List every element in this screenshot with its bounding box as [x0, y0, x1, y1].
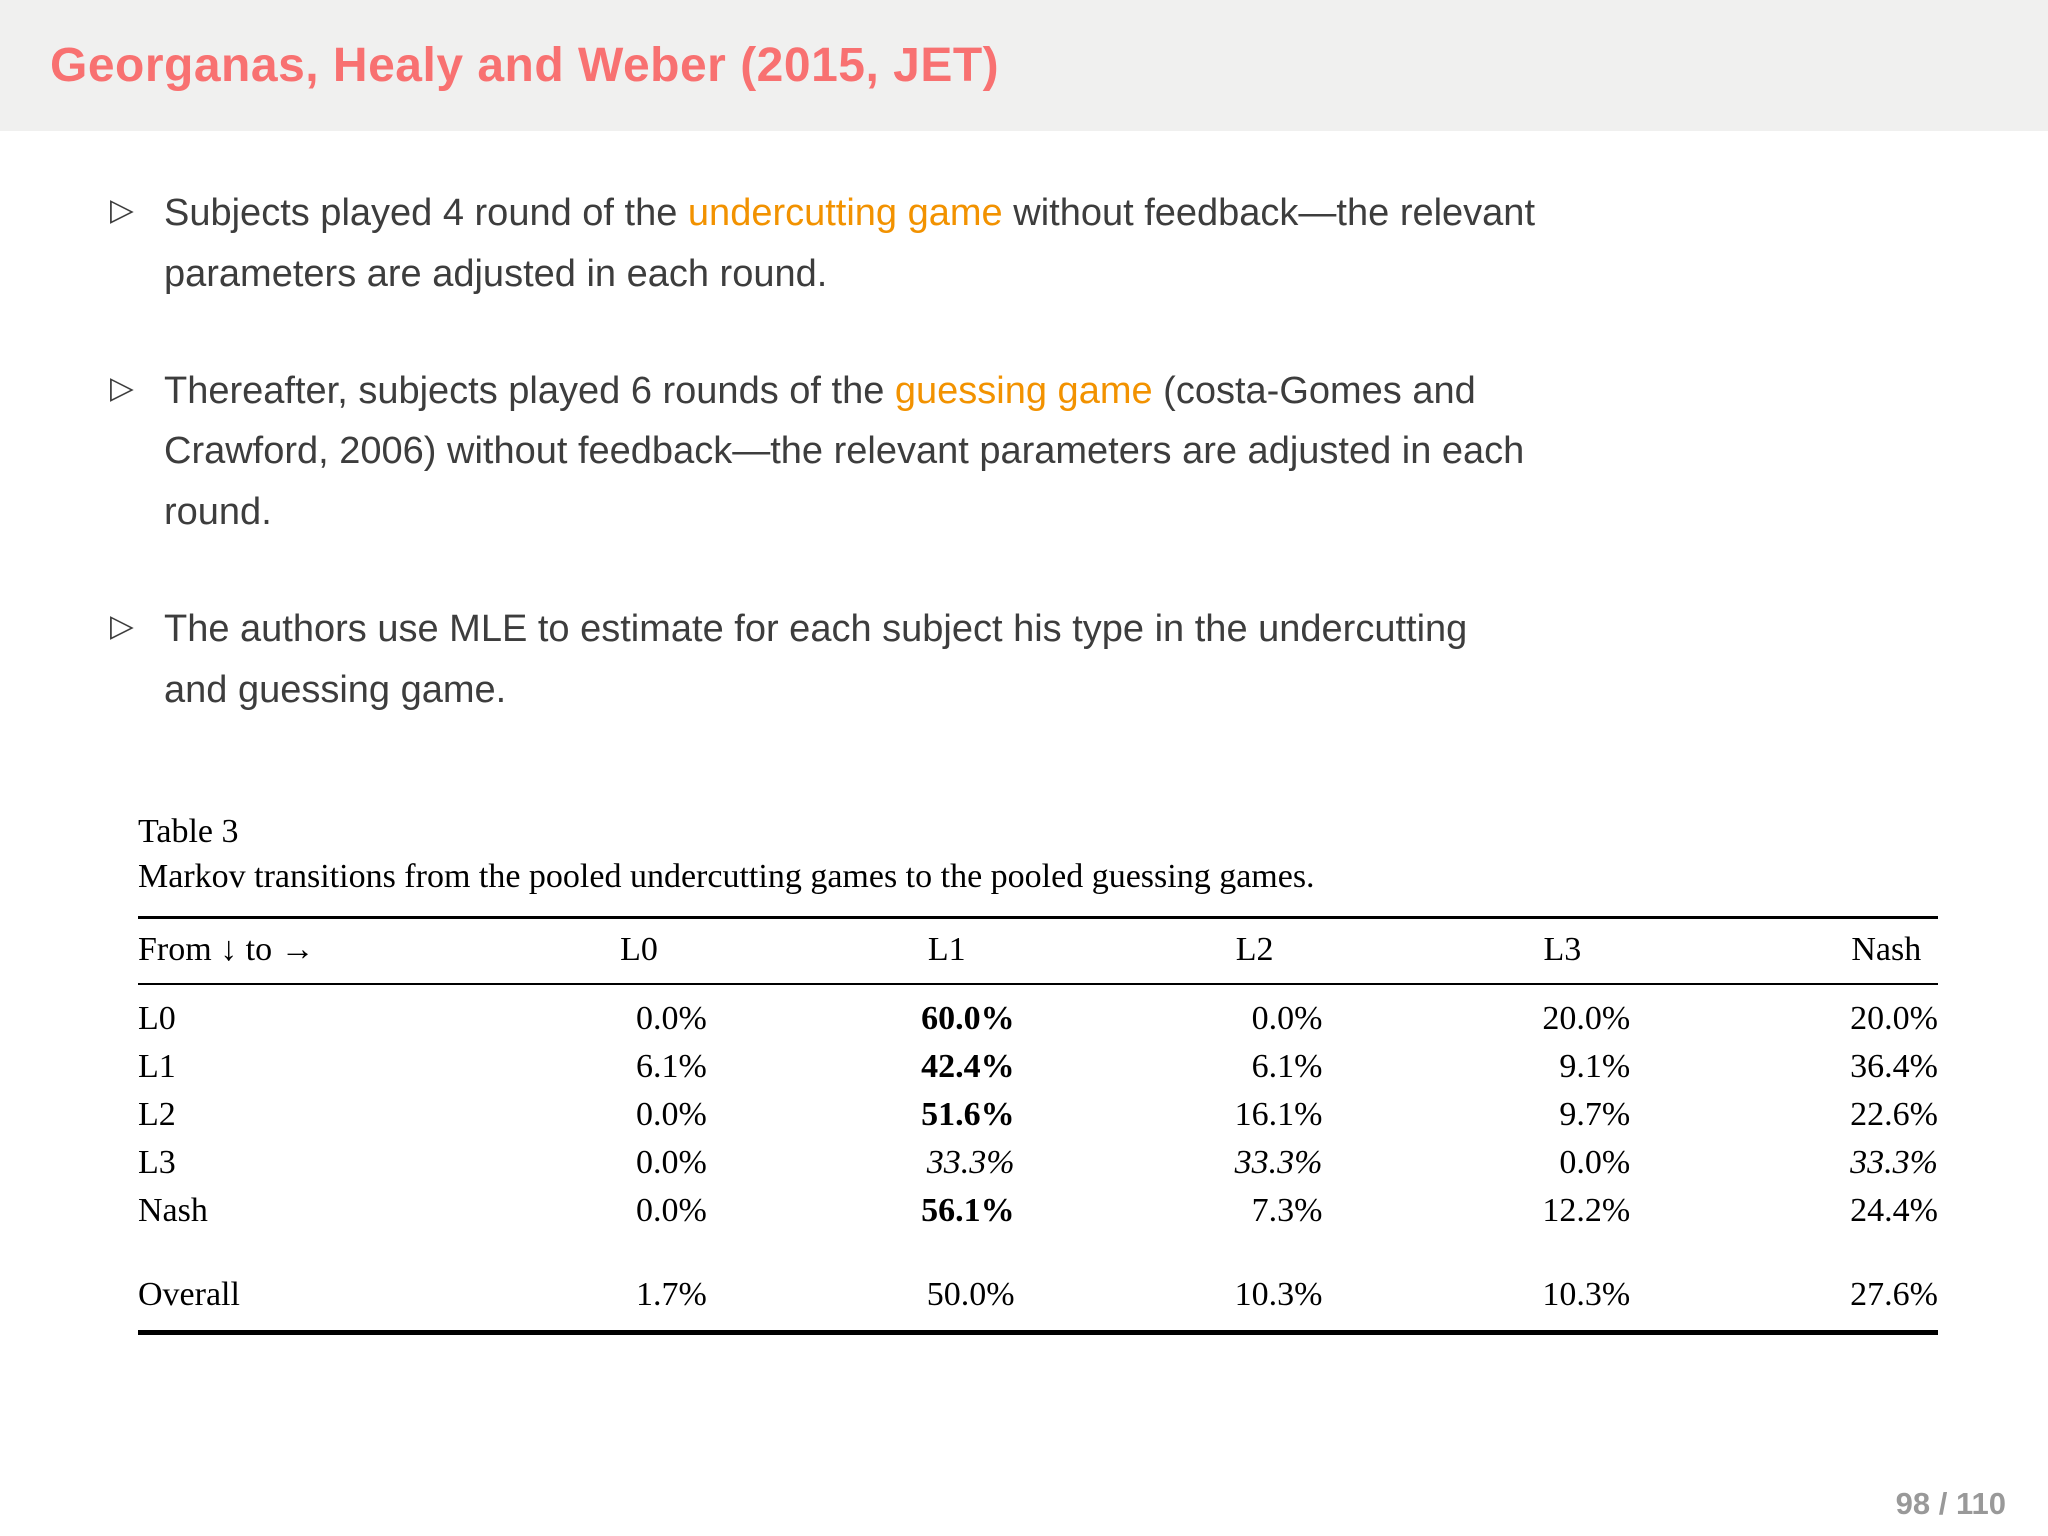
slide-title-bar: Georganas, Healy and Weber (2015, JET) [0, 0, 2048, 131]
cell-value: 10.3% [1542, 1276, 1631, 1314]
triangle-bullet-icon: ▷ [110, 607, 134, 644]
triangle-bullet-icon: ▷ [110, 369, 134, 406]
table-caption: Markov transitions from the pooled under… [138, 858, 1315, 896]
bullet-text: Thereafter, subjects played 6 rounds of … [148, 361, 1540, 543]
highlighted-term: undercutting game [687, 192, 1003, 234]
text-segment: Subjects played 4 round of the [164, 192, 688, 234]
cell-value: 20.0% [1850, 1000, 1938, 1038]
row-label: L1 [138, 1048, 176, 1086]
cell-value: 9.1% [1559, 1048, 1631, 1086]
cell-value: 0.0% [635, 1096, 707, 1134]
text-segment: The authors use MLE to estimate for each… [164, 607, 1468, 711]
bullet-text: The authors use MLE to estimate for each… [148, 599, 1540, 721]
bullet-text: Subjects played 4 round of the undercutt… [148, 183, 1540, 305]
table-row-l2: L2 0.0% 51.6% 16.1% 9.7% 22.6% [138, 1091, 1938, 1139]
row-label: Overall [138, 1276, 240, 1314]
row-label: L2 [138, 1096, 176, 1134]
text-segment: Thereafter, subjects played 6 rounds of … [164, 369, 895, 412]
page-number: 98 / 110 [1895, 1486, 2006, 1521]
col-header-l0: L0 [399, 917, 707, 986]
table-row-l0: L0 0.0% 60.0% 0.0% 20.0% 20.0% [138, 984, 1938, 1043]
cell-value: 1.7% [635, 1276, 707, 1314]
cell-value: 0.0% [1251, 1000, 1323, 1038]
triangle-bullet-icon: ▷ [110, 192, 134, 228]
col-header-text: Nash [1851, 931, 1922, 969]
col-header-l2: L2 [1014, 917, 1323, 986]
bullet-item-3: ▷ The authors use MLE to estimate for eac… [110, 599, 1540, 721]
cell-value: 33.3% [1234, 1144, 1323, 1182]
table-row-l3: L3 0.0% 33.3% 33.3% 0.0% 33.3% [138, 1139, 1938, 1187]
table-row-nash: Nash 0.0% 56.1% 7.3% 12.2% 24.4% [138, 1187, 1938, 1240]
table-overall-row-group: Overall 1.7% 50.0% 10.3% 10.3% 27.6% [138, 1240, 1938, 1333]
table-figure: Table 3 Markov transitions from the pool… [138, 809, 1938, 1336]
cell-value: 56.1% [921, 1192, 1015, 1230]
cell-value: 24.4% [1850, 1192, 1938, 1230]
cell-value: 36.4% [1850, 1048, 1938, 1086]
table-row-l1: L1 6.1% 42.4% 6.1% 9.1% 36.4% [138, 1043, 1938, 1091]
slide-title: Georganas, Healy and Weber (2015, JET) [50, 39, 1000, 92]
bullet-list: ▷ Subjects played 4 round of the undercut… [110, 183, 1540, 721]
col-header-l3: L3 [1322, 917, 1631, 986]
col-header-text: L2 [1235, 931, 1274, 969]
cell-value: 10.3% [1234, 1276, 1323, 1314]
cell-value: 0.0% [635, 1192, 707, 1230]
cell-value: 6.1% [635, 1048, 707, 1086]
cell-value: 51.6% [921, 1096, 1015, 1134]
slide-content: ▷ Subjects played 4 round of the undercut… [0, 131, 2048, 1336]
table-header-row: From ↓ to → L0 L1 L2 L3 Nash [138, 917, 1938, 986]
cell-value: 33.3% [1850, 1144, 1938, 1182]
row-label: L3 [138, 1144, 176, 1182]
table-body: L0 0.0% 60.0% 0.0% 20.0% 20.0% L1 6.1% 42.4% 6.1%… [138, 984, 1938, 1240]
cell-value: 0.0% [635, 1000, 707, 1038]
row-label: L0 [138, 1000, 176, 1038]
cell-value: 7.3% [1251, 1192, 1323, 1230]
row-label: Nash [138, 1192, 208, 1230]
col-header-text: L1 [927, 931, 966, 969]
cell-value: 60.0% [921, 1000, 1015, 1038]
bullet-item-2: ▷ Thereafter, subjects played 6 rounds of… [110, 361, 1540, 543]
col-header-l1: L1 [706, 917, 1015, 986]
cell-value: 12.2% [1542, 1192, 1631, 1230]
table-row-overall: Overall 1.7% 50.0% 10.3% 10.3% 27.6% [138, 1240, 1938, 1333]
cell-value: 33.3% [926, 1144, 1015, 1182]
table-header-row-group: From ↓ to → L0 L1 L2 L3 Nash [138, 917, 1938, 986]
highlighted-term: guessing game [894, 369, 1153, 412]
text-segment: without feedback—the relevant parameters… [164, 192, 1536, 295]
markov-transition-table: From ↓ to → L0 L1 L2 L3 Nash L0 0.0% 60.0% 0.0% 2… [138, 916, 1938, 1336]
col-header-text: L3 [1543, 931, 1582, 969]
cell-value: 0.0% [1559, 1144, 1631, 1182]
cell-value: 27.6% [1850, 1276, 1938, 1314]
cell-value: 50.0% [926, 1276, 1015, 1314]
cell-value: 6.1% [1251, 1048, 1323, 1086]
text-segment: (costa-Gomes and Crawford, 2006) without… [164, 369, 1525, 534]
cell-value: 42.4% [921, 1048, 1015, 1086]
col-header-nash: Nash [1630, 917, 1938, 986]
cell-value: 9.7% [1559, 1096, 1631, 1134]
bullet-item-1: ▷ Subjects played 4 round of the undercut… [110, 183, 1540, 305]
cell-value: 0.0% [635, 1144, 707, 1182]
cell-value: 22.6% [1850, 1096, 1938, 1134]
table-label: Table 3 [138, 812, 239, 850]
col-header-from-to: From ↓ to → [138, 917, 399, 986]
cell-value: 20.0% [1542, 1000, 1631, 1038]
col-header-text: L0 [620, 931, 658, 969]
cell-value: 16.1% [1234, 1096, 1323, 1134]
